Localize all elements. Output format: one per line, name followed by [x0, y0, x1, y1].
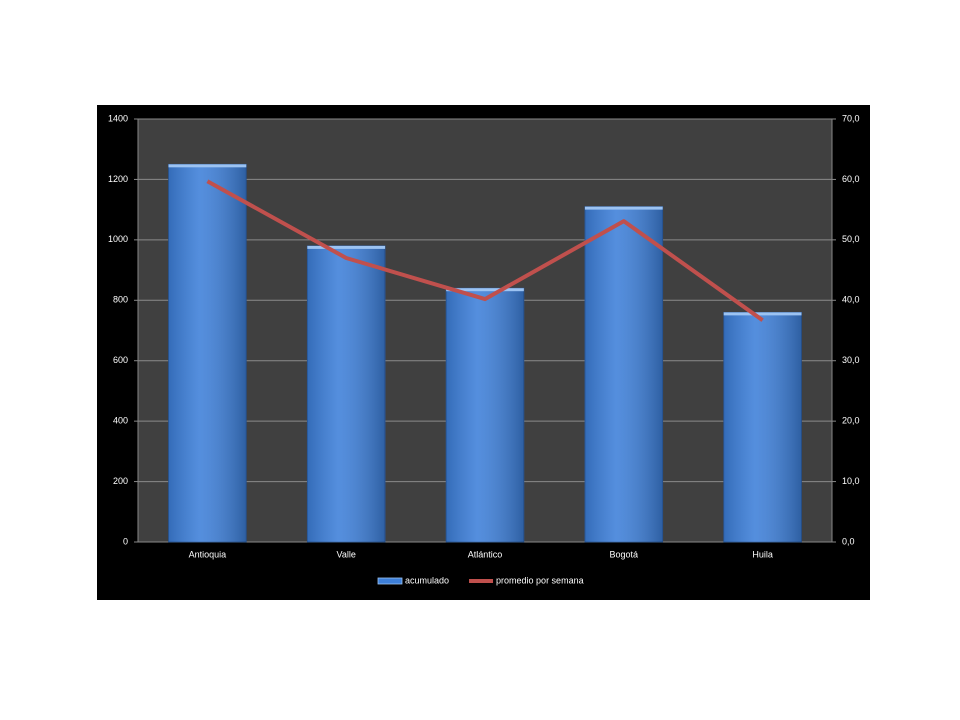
- x-tick-label: Atlántico: [468, 549, 503, 559]
- y2-tick-label: 10,0: [842, 476, 860, 486]
- bar-cap: [168, 164, 247, 168]
- y-tick-label: 200: [113, 476, 128, 486]
- y2-tick-label: 20,0: [842, 416, 860, 426]
- y-tick-label: 1200: [108, 174, 128, 184]
- x-tick-label: Bogotá: [610, 549, 639, 559]
- x-tick-label: Huila: [752, 549, 773, 559]
- y-tick-label: 0: [123, 536, 128, 546]
- y-tick-label: 800: [113, 295, 128, 305]
- y2-tick-label: 0,0: [842, 536, 855, 546]
- y-tick-label: 1000: [108, 234, 128, 244]
- y2-tick-label: 30,0: [842, 355, 860, 365]
- x-tick-label: Valle: [337, 549, 356, 559]
- legend-swatch: [377, 577, 403, 585]
- y2-tick-label: 50,0: [842, 234, 860, 244]
- y2-tick-label: 40,0: [842, 295, 860, 305]
- y2-tick-label: 70,0: [842, 113, 860, 123]
- y2-tick-label: 60,0: [842, 174, 860, 184]
- y-tick-label: 1400: [108, 113, 128, 123]
- bar-shine: [584, 206, 663, 542]
- x-tick-label: Antioquia: [189, 549, 227, 559]
- bar-shine: [723, 312, 802, 542]
- bar-shine: [307, 245, 386, 542]
- bar-cap: [446, 288, 524, 292]
- bar-cap: [723, 312, 802, 316]
- legend-label: promedio por semana: [496, 575, 584, 585]
- legend-label: acumulado: [405, 575, 449, 585]
- y-tick-label: 400: [113, 416, 128, 426]
- bar-cap: [584, 206, 663, 210]
- bar-cap: [307, 245, 386, 249]
- y-tick-label: 600: [113, 355, 128, 365]
- line: [206, 179, 764, 322]
- bar-shine: [168, 164, 247, 543]
- bar-shine: [446, 288, 524, 542]
